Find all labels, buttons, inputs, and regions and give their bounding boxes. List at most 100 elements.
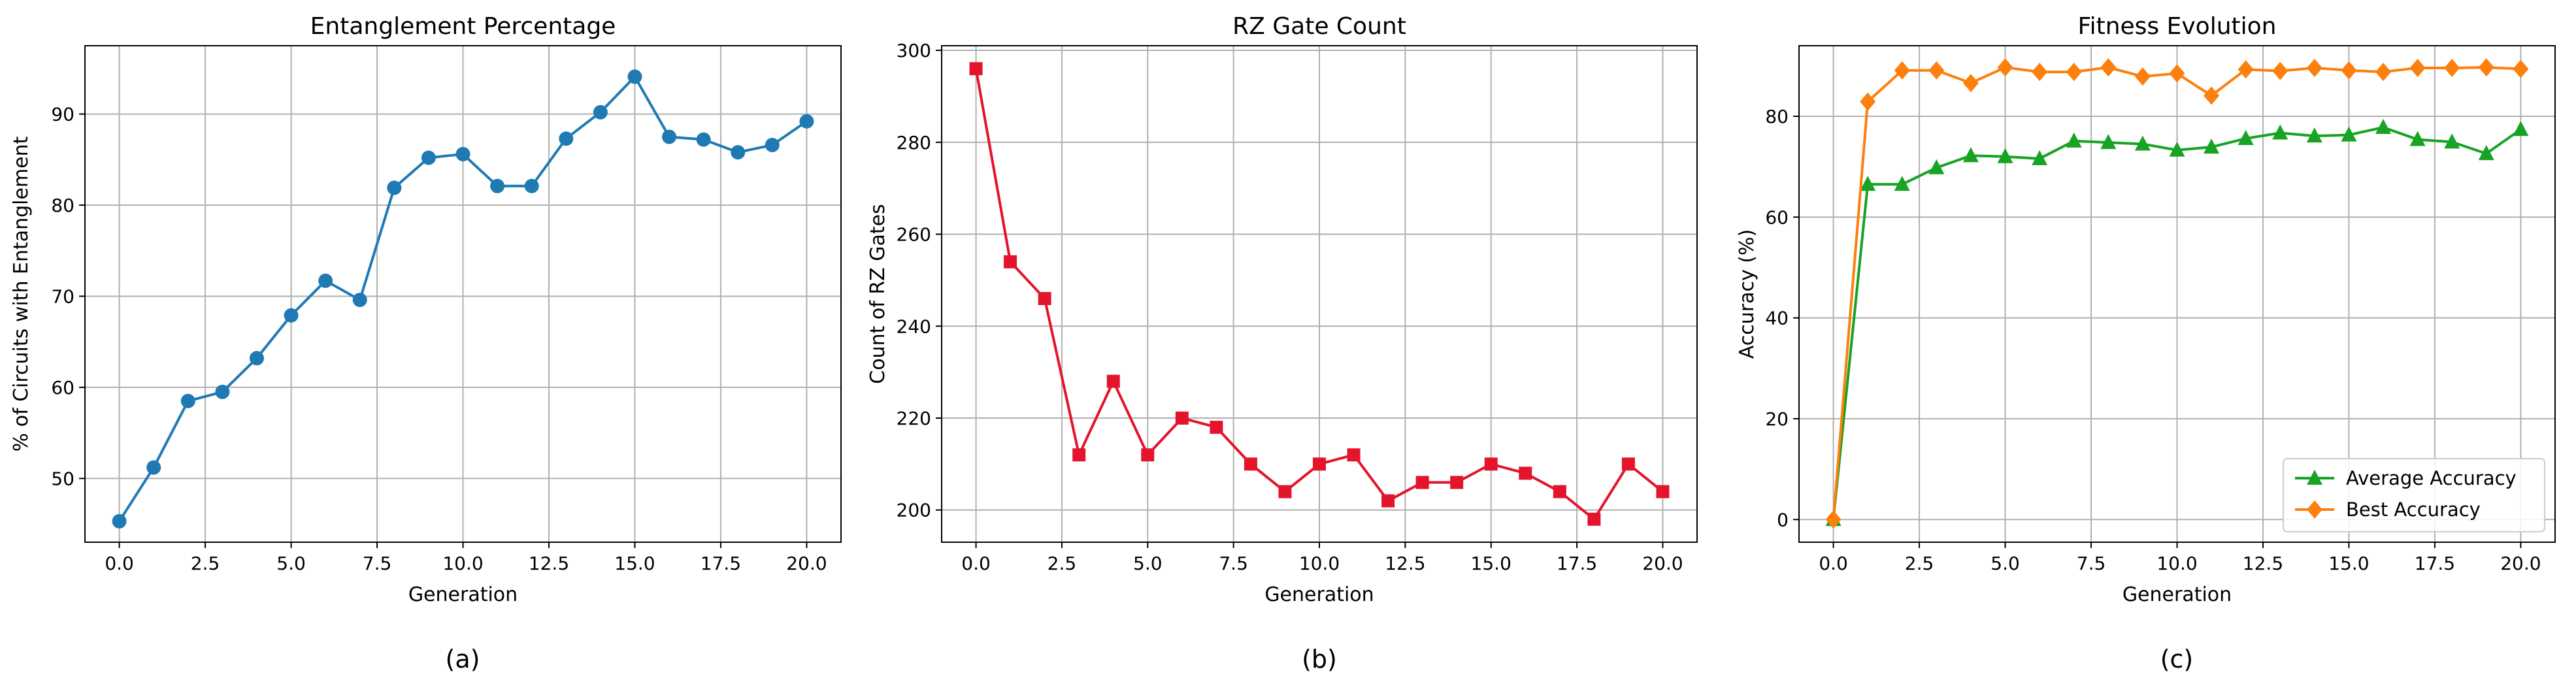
- data-point: [662, 129, 677, 144]
- data-point: [969, 62, 983, 76]
- panel-caption: (b): [1302, 645, 1337, 674]
- data-point: [2306, 58, 2322, 77]
- panel-caption: (a): [446, 645, 480, 674]
- data-point: [2341, 61, 2357, 80]
- data-point: [318, 273, 333, 288]
- data-point: [1519, 466, 1532, 480]
- y-axis-label: Accuracy (%): [1736, 229, 1759, 359]
- data-point: [2409, 131, 2426, 146]
- y-tick-label: 300: [897, 40, 931, 61]
- x-tick-label: 17.5: [1557, 553, 1597, 574]
- data-point: [1381, 494, 1395, 508]
- data-point: [1656, 485, 1670, 498]
- data-point: [1175, 412, 1189, 425]
- x-axis-label: Generation: [2122, 583, 2232, 606]
- x-tick-label: 12.5: [529, 553, 569, 574]
- y-axis-label: Count of RZ Gates: [867, 204, 889, 384]
- data-point: [1347, 448, 1361, 462]
- data-point: [1860, 92, 1876, 111]
- x-tick-label: 10.0: [1299, 553, 1340, 574]
- x-tick-label: 17.5: [2415, 553, 2455, 574]
- data-point: [146, 460, 161, 475]
- x-axis-label: Generation: [408, 583, 518, 606]
- legend-swatch-marker: [2307, 500, 2322, 519]
- data-point: [2100, 134, 2117, 150]
- y-tick-label: 200: [897, 500, 931, 521]
- data-point: [593, 105, 608, 120]
- data-point: [2134, 67, 2151, 86]
- data-point: [627, 69, 642, 84]
- data-point: [1928, 159, 1945, 174]
- y-tick-label: 70: [51, 285, 74, 307]
- data-point: [524, 178, 539, 193]
- x-tick-label: 2.5: [191, 553, 220, 574]
- x-tick-label: 5.0: [276, 553, 306, 574]
- x-tick-label: 15.0: [614, 553, 655, 574]
- x-tick-label: 0.0: [961, 553, 991, 574]
- data-point: [1484, 457, 1498, 471]
- x-tick-label: 15.0: [1471, 553, 1511, 574]
- legend: Average Accuracy Best Accuracy: [2283, 458, 2545, 532]
- x-tick-label: 2.5: [1048, 553, 1077, 574]
- data-point: [1415, 476, 1429, 489]
- data-point: [799, 114, 814, 129]
- data-point: [421, 150, 436, 165]
- data-point: [1825, 510, 1841, 529]
- y-tick-label: 20: [1765, 408, 1789, 430]
- data-point: [352, 293, 367, 308]
- x-axis-label: Generation: [1264, 583, 1374, 606]
- data-point: [2478, 58, 2494, 77]
- data-point: [1106, 374, 1120, 388]
- data-point: [112, 513, 127, 528]
- y-tick-label: 90: [51, 104, 74, 125]
- data-point: [2134, 135, 2151, 151]
- y-tick-label: 40: [1765, 308, 1789, 329]
- x-tick-label: 5.0: [1133, 553, 1163, 574]
- x-tick-label: 10.0: [442, 553, 483, 574]
- data-point: [1313, 457, 1326, 471]
- data-point: [2444, 133, 2460, 149]
- data-point: [1210, 421, 1223, 434]
- x-tick-label: 7.5: [2077, 553, 2106, 574]
- legend-box: [2283, 458, 2545, 532]
- data-point: [1962, 74, 1979, 93]
- series-0: [112, 69, 814, 528]
- legend-label: Best Accuracy: [2346, 498, 2481, 521]
- data-point: [2237, 129, 2254, 145]
- data-point: [2237, 60, 2254, 79]
- y-tick-label: 80: [51, 195, 74, 216]
- y-tick-label: 220: [897, 408, 931, 429]
- data-point: [1278, 485, 1292, 498]
- panel-entanglement: 0.0 2.5 5.0 7.5 10.0 12.5 15.0 17.5 20.0 50 60 70 80…: [10, 13, 842, 674]
- data-point: [215, 384, 230, 399]
- x-tick-label: 12.5: [1385, 553, 1425, 574]
- data-point: [2169, 64, 2185, 83]
- data-point: [2513, 121, 2529, 137]
- chart-title: Fitness Evolution: [2078, 13, 2277, 40]
- x-tick-label: 0.0: [1819, 553, 1848, 574]
- x-tick-label: 7.5: [1219, 553, 1248, 574]
- x-tick-label: 12.5: [2243, 553, 2283, 574]
- data-point: [1962, 147, 1979, 163]
- data-point: [2272, 61, 2288, 80]
- data-point: [2204, 86, 2220, 105]
- data-point: [2066, 132, 2082, 148]
- panel-fitness: 0.0 2.5 5.0 7.5 10.0 12.5 15.0 17.5 20.0 0 20 40 60 8…: [1736, 13, 2556, 674]
- data-point: [1587, 512, 1601, 526]
- y-tick-label: 50: [51, 468, 74, 489]
- data-point: [1553, 485, 1566, 498]
- x-tick-label: 17.5: [701, 553, 741, 574]
- data-point: [1244, 457, 1257, 471]
- data-point: [1997, 148, 2013, 163]
- x-tick-label: 7.5: [363, 553, 392, 574]
- x-tick-label: 20.0: [1642, 553, 1683, 574]
- data-point: [2444, 58, 2460, 77]
- data-point: [765, 138, 780, 152]
- data-point: [2169, 141, 2185, 157]
- data-point: [2272, 124, 2288, 140]
- data-point: [387, 180, 402, 195]
- x-tick-label: 15.0: [2328, 553, 2369, 574]
- data-point: [2032, 150, 2048, 165]
- data-point: [1038, 292, 1051, 306]
- panel-caption: (c): [2160, 645, 2194, 674]
